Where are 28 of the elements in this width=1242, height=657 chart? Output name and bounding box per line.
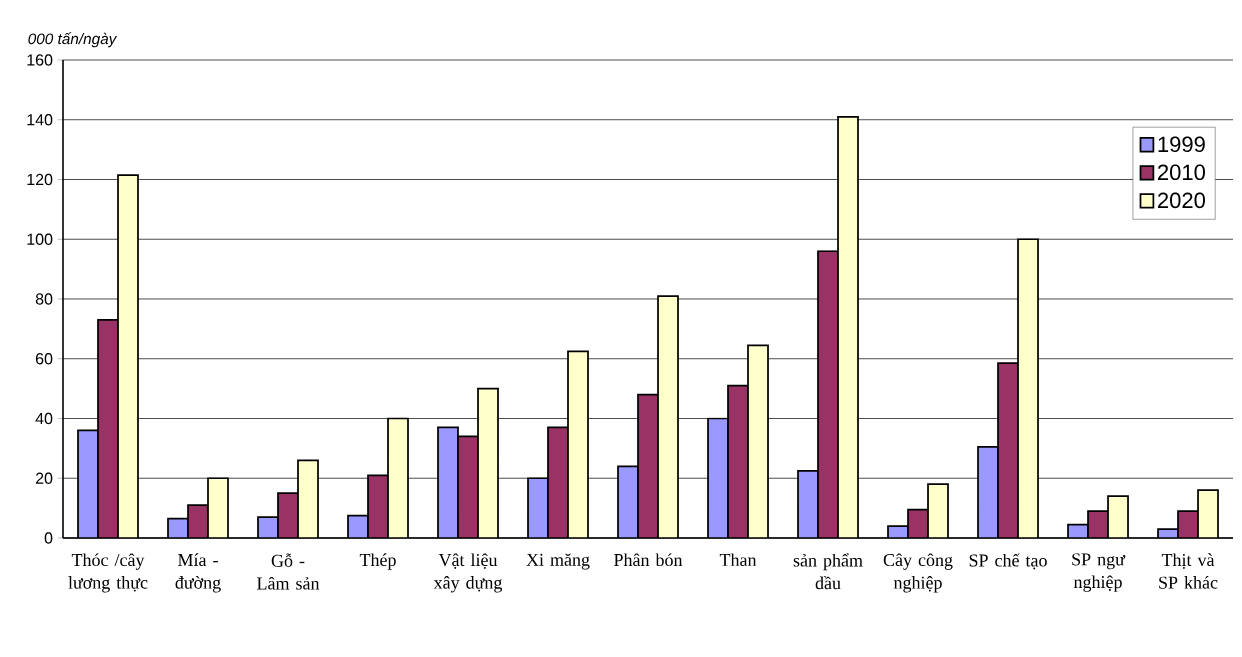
y-tick-label: 80 [35,293,53,305]
y-tick-label: 40 [35,412,53,425]
x-tick-label: Cây công nghiệp [883,553,953,593]
y-tick-label: 120 [27,173,53,186]
y-tick-label: 160 [27,54,53,66]
x-tick-label: SP ngư nghiệp [1072,553,1126,592]
y-tick-label: 140 [27,114,53,126]
x-tick-label: Thép [359,553,396,570]
x-tick-label: Xi măng [526,553,590,570]
x-tick-label: SP chế tạo [969,553,1047,570]
legend-label: 1999 [1158,136,1205,153]
legend-label: 2020 [1158,192,1205,209]
x-tick-label: Thóc /cây lương thực [68,553,148,593]
legend-label: 2010 [1158,164,1205,181]
x-tick-label: Mía - đường [175,553,221,593]
x-tick-label: Phân bón [614,553,683,567]
y-tick-label: 0 [44,532,53,544]
y-axis-title: 000 tấn/ngày [28,32,118,48]
x-tick-label: Thịt và SP khác [1159,553,1218,589]
y-tick-label: 100 [27,233,53,245]
x-tick-label: Than [719,553,757,567]
x-tick-label: Gỗ - Lâm sản [257,553,320,590]
bar [118,175,138,538]
x-tick-label: sản phẩm dầu [793,553,863,590]
y-tick-label: 20 [35,472,53,484]
y-tick-label: 60 [35,353,53,365]
bar [838,116,859,538]
x-tick-label: Vật liệu xây dựng [433,553,503,593]
